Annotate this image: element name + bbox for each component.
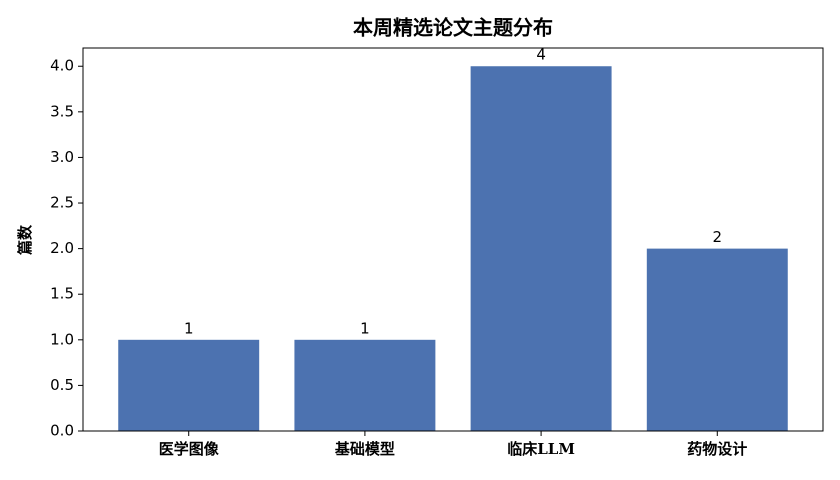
y-tick-label: 1.0 (50, 330, 74, 348)
bar (470, 66, 612, 431)
value-label: 1 (360, 319, 370, 337)
value-label: 4 (536, 46, 546, 64)
x-tick-label: 医学图像 (159, 440, 220, 458)
y-tick-label: 0.5 (50, 376, 74, 394)
y-tick-label: 2.0 (50, 239, 74, 257)
y-tick-label: 1.5 (50, 285, 74, 303)
value-label: 1 (184, 319, 194, 337)
chart-title: 本周精选论文主题分布 (353, 16, 553, 40)
x-tick-label: 药物设计 (687, 440, 747, 458)
x-tick-label: 临床LLM (507, 440, 575, 458)
bar (646, 248, 788, 431)
plot-frame (82, 47, 824, 432)
bar (118, 339, 260, 431)
bar (294, 339, 436, 431)
x-tick-label: 基础模型 (334, 440, 395, 458)
y-tick-label: 2.5 (50, 194, 74, 212)
y-axis-label: 篇数 (16, 224, 34, 255)
y-tick-label: 3.0 (50, 148, 74, 166)
y-tick-label: 0.0 (50, 422, 74, 440)
value-label: 2 (713, 228, 723, 246)
y-tick-label: 3.5 (50, 102, 74, 120)
y-tick-label: 4.0 (50, 57, 74, 75)
